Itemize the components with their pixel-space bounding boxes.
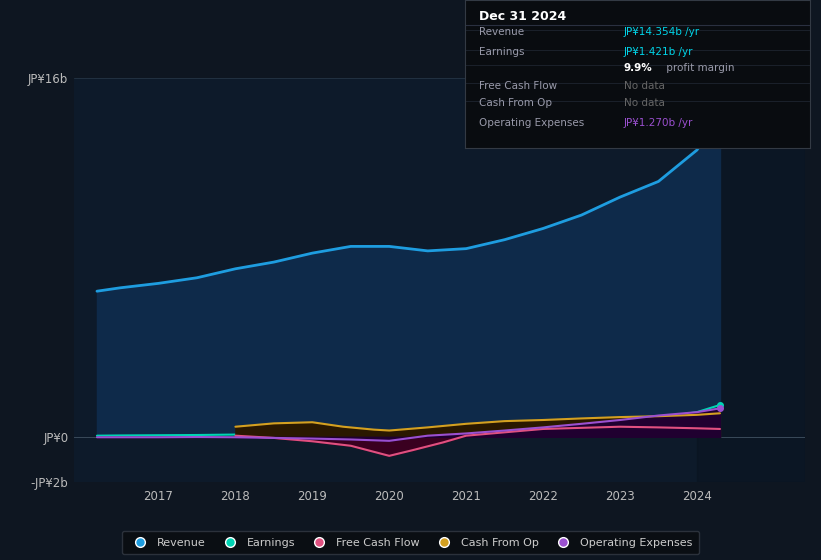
Text: profit margin: profit margin xyxy=(663,63,735,73)
Text: Earnings: Earnings xyxy=(479,48,525,57)
Text: Operating Expenses: Operating Expenses xyxy=(479,118,584,128)
Text: 9.9%: 9.9% xyxy=(624,63,653,73)
Text: Dec 31 2024: Dec 31 2024 xyxy=(479,11,566,24)
Legend: Revenue, Earnings, Free Cash Flow, Cash From Op, Operating Expenses: Revenue, Earnings, Free Cash Flow, Cash … xyxy=(122,531,699,554)
Text: JP¥1.421b /yr: JP¥1.421b /yr xyxy=(624,48,693,57)
Text: JP¥14.354b /yr: JP¥14.354b /yr xyxy=(624,27,699,36)
Text: Free Cash Flow: Free Cash Flow xyxy=(479,81,557,91)
Text: JP¥1.270b /yr: JP¥1.270b /yr xyxy=(624,118,693,128)
Bar xyxy=(697,78,805,482)
Text: Cash From Op: Cash From Op xyxy=(479,99,552,109)
Text: No data: No data xyxy=(624,81,664,91)
Text: Revenue: Revenue xyxy=(479,27,524,36)
Text: No data: No data xyxy=(624,99,664,109)
